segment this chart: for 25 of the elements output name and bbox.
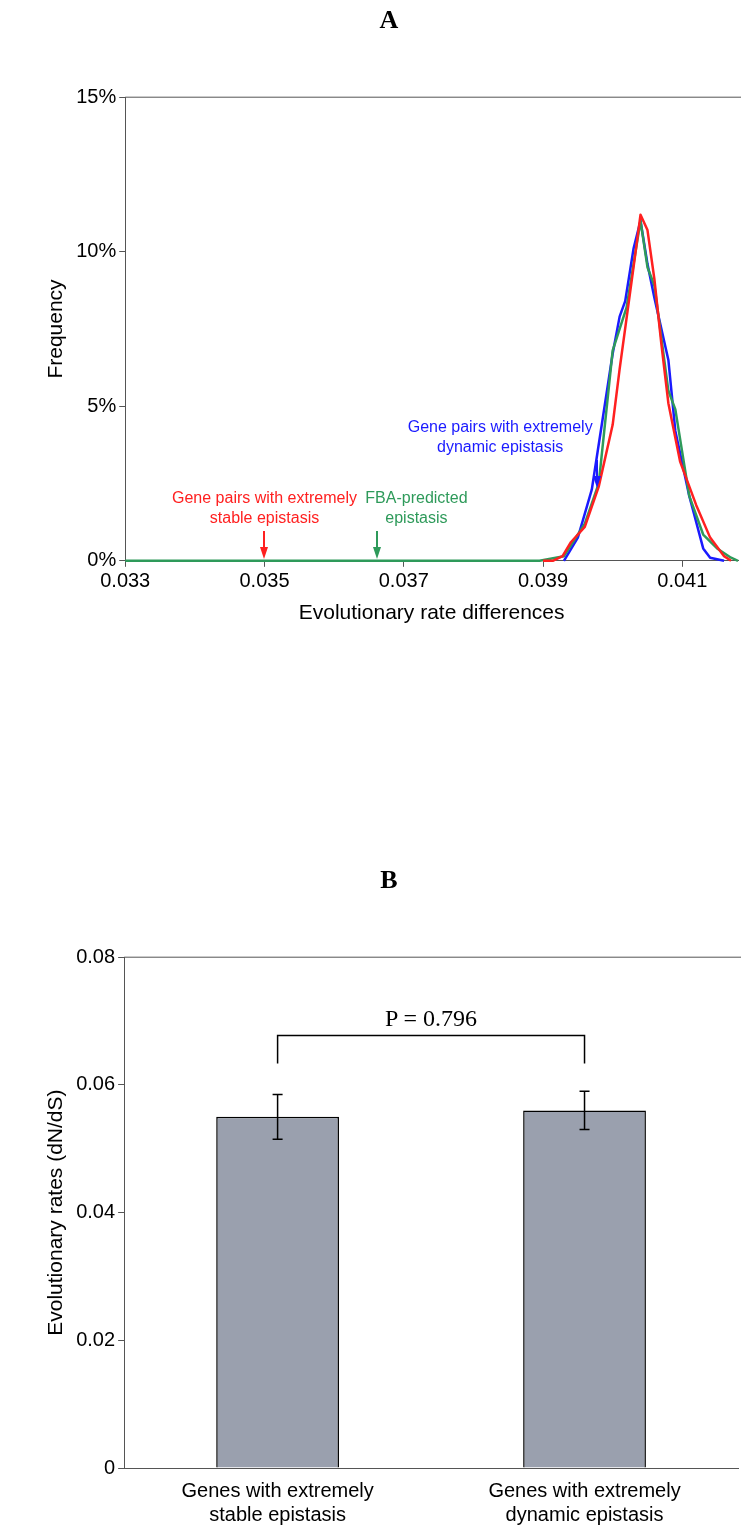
- x-tick-label: 0.033: [100, 569, 151, 592]
- x-axis-title: Evolutionary rate differences: [298, 600, 565, 624]
- x-tick-label: 0.035: [239, 569, 290, 592]
- y-tick-label: 0%: [87, 548, 117, 571]
- y-axis-title: Evolutionary rates (dN/dS): [43, 1089, 67, 1336]
- y-axis-title: Frequency: [43, 278, 67, 379]
- y-tick-label: 5%: [87, 393, 117, 416]
- annotation: Gene pairs with extremely dynamic epistasis: [407, 417, 593, 455]
- annotation: FBA-predicted epistasis: [365, 488, 468, 526]
- x-tick-label: Genes with extremely stable epistasis: [181, 1478, 374, 1525]
- x-tick-label: 0.041: [657, 569, 708, 592]
- y-tick-label: 15%: [76, 84, 117, 107]
- y-tick-label: 0.04: [76, 1200, 116, 1223]
- x-tick-label: 0.039: [518, 569, 569, 592]
- chart-title: A: [379, 5, 399, 35]
- annotation: P = 0.796: [385, 1004, 478, 1031]
- y-tick-label: 0.02: [76, 1327, 116, 1350]
- x-tick-label: 0.037: [378, 569, 429, 592]
- y-tick-label: 0: [104, 1455, 116, 1478]
- y-tick-label: 0.08: [76, 944, 116, 967]
- y-tick-label: 0.06: [76, 1072, 116, 1095]
- annotation: Gene pairs with extremely stable epistasis: [172, 488, 357, 526]
- x-tick-label: Genes with extremely dynamic epistasis: [488, 1478, 681, 1525]
- y-tick-label: 10%: [76, 239, 117, 262]
- chart-title: B: [380, 865, 398, 895]
